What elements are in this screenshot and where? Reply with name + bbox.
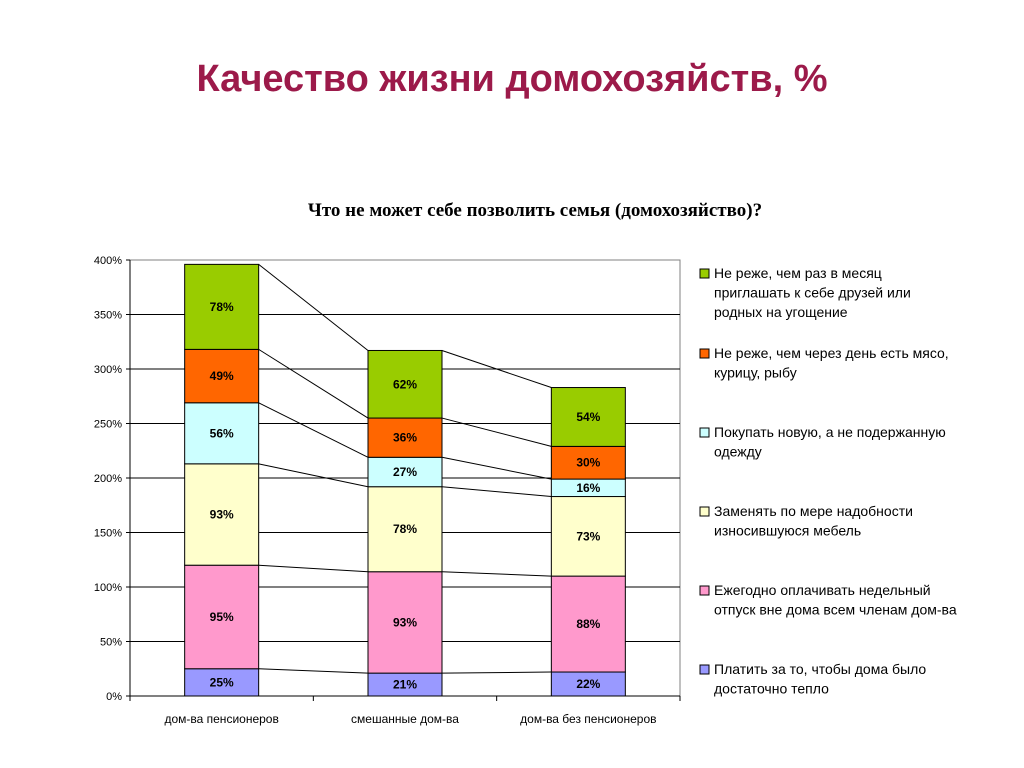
y-tick-label: 300% bbox=[94, 364, 122, 376]
x-tick-label: дом-ва без пенсионеров bbox=[520, 712, 656, 726]
bar-segment bbox=[184, 402, 260, 465]
legend-label: Заменять по мере надобности bbox=[714, 503, 913, 519]
data-label: 30% bbox=[576, 456, 600, 470]
data-label: 49% bbox=[210, 369, 234, 383]
data-label: 93% bbox=[393, 615, 417, 629]
legend-label: Платить за то, чтобы дома было bbox=[714, 661, 926, 677]
y-tick-label: 350% bbox=[94, 310, 122, 322]
series-line bbox=[258, 263, 369, 351]
legend-label: одежду bbox=[714, 444, 762, 460]
y-tick-label: 100% bbox=[94, 582, 122, 594]
data-label: 21% bbox=[393, 678, 417, 692]
series-line bbox=[441, 571, 552, 577]
data-label: 56% bbox=[210, 426, 234, 440]
legend-label: достаточно тепло bbox=[714, 681, 829, 697]
data-label: 36% bbox=[393, 431, 417, 445]
legend-swatch bbox=[699, 268, 710, 279]
data-label: 54% bbox=[576, 410, 600, 424]
series-line bbox=[258, 463, 369, 488]
bar-segment bbox=[550, 387, 626, 447]
series-line bbox=[441, 671, 552, 674]
data-label: 93% bbox=[210, 508, 234, 522]
bar-segment bbox=[184, 348, 260, 404]
y-tick-label: 400% bbox=[94, 255, 122, 267]
bar-segment bbox=[184, 668, 260, 697]
data-label: 25% bbox=[210, 675, 234, 689]
legend-swatch bbox=[699, 506, 710, 517]
series-line bbox=[258, 348, 369, 419]
series-line bbox=[441, 486, 552, 498]
slide-title: Качество жизни домохозяйств, % bbox=[196, 58, 828, 100]
y-tick-label: 150% bbox=[94, 528, 122, 540]
legend-swatch bbox=[699, 585, 710, 596]
series-line bbox=[441, 456, 552, 480]
data-label: 73% bbox=[576, 529, 600, 543]
legend-label: приглашать к себе друзей или bbox=[714, 285, 911, 301]
bar-segment bbox=[550, 496, 626, 577]
y-tick-label: 50% bbox=[100, 637, 122, 649]
legend-label: Не реже, чем раз в месяц bbox=[714, 265, 882, 281]
series-line bbox=[258, 668, 369, 674]
data-label: 16% bbox=[576, 481, 600, 495]
data-label: 78% bbox=[393, 522, 417, 536]
legend-swatch bbox=[699, 348, 710, 359]
bar-segment bbox=[184, 463, 260, 566]
chart-title: Что не может себе позволить семья (домох… bbox=[307, 200, 763, 221]
legend-label: износившуюся мебель bbox=[714, 523, 861, 539]
legend-label: Ежегодно оплачивать недельный bbox=[714, 582, 931, 598]
axes: 0% 50% 100% 150% 200% 250% 300% 350% 400% дом-ва … bbox=[94, 255, 681, 726]
data-label: 62% bbox=[393, 377, 417, 391]
y-tick-label: 200% bbox=[94, 473, 122, 485]
bar-segment bbox=[184, 564, 260, 670]
data-label: 22% bbox=[576, 677, 600, 691]
legend-label: отпуск вне дома всем членам дом-ва bbox=[714, 602, 957, 618]
bar-segment bbox=[367, 456, 443, 488]
legend-swatch bbox=[699, 664, 710, 675]
y-tick-label: 0% bbox=[106, 691, 122, 703]
x-tick-label: дом-ва пенсионеров bbox=[164, 712, 278, 726]
bar-segment bbox=[550, 575, 626, 673]
legend-swatch bbox=[699, 427, 710, 438]
series-connector-lines bbox=[258, 263, 552, 674]
data-label: 95% bbox=[210, 610, 234, 624]
data-label: 27% bbox=[393, 465, 417, 479]
bar-segment bbox=[367, 571, 443, 674]
data-label: 88% bbox=[576, 617, 600, 631]
legend-label: Не реже, чем через день есть мясо, bbox=[714, 345, 949, 361]
legend: Не реже, чем раз в месяц приглашать к себ… bbox=[699, 265, 957, 697]
y-tick-label: 250% bbox=[94, 419, 122, 431]
legend-label: курицу, рыбу bbox=[714, 365, 797, 381]
bar-segment bbox=[367, 417, 443, 458]
bars: 25% 21% 22% 95% 93% 88% 93% 78% 73% 56% 27% 16% 49% 3… bbox=[184, 263, 626, 697]
series-line bbox=[441, 417, 552, 447]
legend-label: Покупать новую, а не подержанную bbox=[714, 424, 946, 440]
series-line bbox=[258, 564, 369, 573]
bar-segment bbox=[184, 263, 260, 350]
series-line bbox=[441, 349, 552, 389]
series-line bbox=[258, 402, 369, 458]
bar-segment bbox=[367, 349, 443, 419]
data-label: 78% bbox=[210, 300, 234, 314]
x-tick-label: смешанные дом-ва bbox=[351, 712, 459, 726]
legend-label: родных на угощение bbox=[714, 304, 848, 320]
